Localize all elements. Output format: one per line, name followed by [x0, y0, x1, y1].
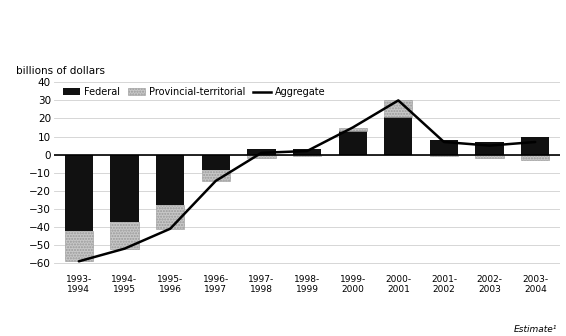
Bar	[65, 155, 93, 230]
Bar	[110, 221, 139, 249]
Bar	[384, 117, 413, 155]
Bar	[247, 149, 276, 155]
Legend: Federal, Provincial-territorial, Aggregate: Federal, Provincial-territorial, Aggrega…	[59, 83, 329, 101]
Bar	[338, 128, 367, 131]
Text: billions of dollars: billions of dollars	[16, 66, 105, 76]
Bar	[521, 136, 550, 155]
Bar	[247, 155, 276, 158]
Bar	[201, 155, 230, 170]
Bar	[65, 230, 93, 261]
Bar	[384, 100, 413, 117]
Bar	[156, 205, 185, 229]
Bar	[338, 131, 367, 155]
Bar	[475, 142, 504, 155]
Bar	[430, 140, 458, 155]
Bar	[293, 149, 321, 155]
Bar	[475, 155, 504, 158]
Text: Federal and Provincial-Territorial Budgetary Balances: Federal and Provincial-Territorial Budge…	[14, 16, 388, 29]
Bar	[110, 155, 139, 221]
Bar	[293, 155, 321, 157]
Text: Estimate¹: Estimate¹	[514, 325, 558, 334]
Text: (Public Accounts Basis): (Public Accounts Basis)	[14, 45, 135, 54]
Bar	[201, 170, 230, 181]
Bar	[156, 155, 185, 205]
Bar	[430, 155, 458, 157]
Bar	[521, 155, 550, 160]
